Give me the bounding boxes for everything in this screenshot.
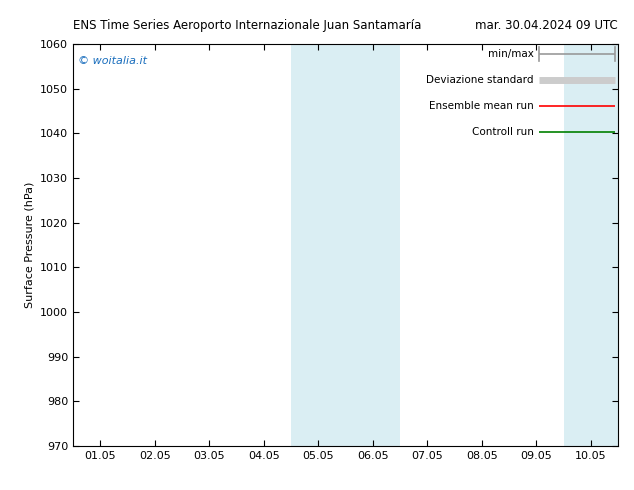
Y-axis label: Surface Pressure (hPa): Surface Pressure (hPa) [24,182,34,308]
Text: Deviazione standard: Deviazione standard [426,75,534,85]
Bar [291,44,400,446]
Bar [564,44,618,446]
Text: Controll run: Controll run [472,127,534,138]
Text: © woitalia.it: © woitalia.it [79,56,147,66]
Text: ENS Time Series Aeroporto Internazionale Juan Santamaría: ENS Time Series Aeroporto Internazionale… [73,19,421,32]
Text: Ensemble mean run: Ensemble mean run [429,101,534,111]
Text: mar. 30.04.2024 09 UTC: mar. 30.04.2024 09 UTC [476,19,618,32]
Text: min/max: min/max [488,49,534,59]
